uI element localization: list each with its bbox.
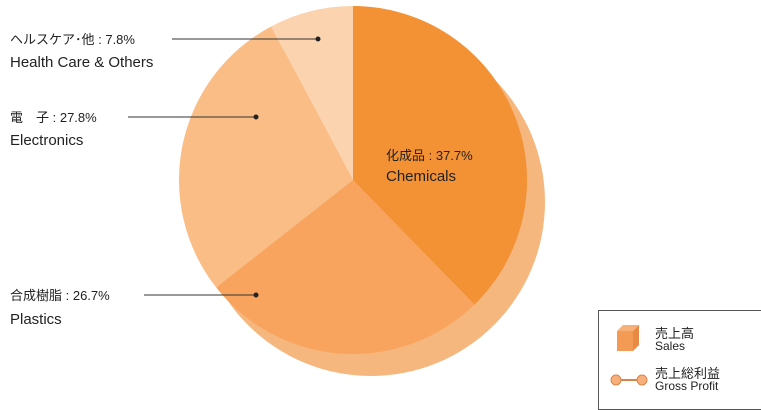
label-healthcare-en: Health Care & Others	[10, 54, 153, 71]
pie-slice-health-care-others	[271, 6, 353, 180]
pie-chart: 化成品 : 37.7% Chemicals ヘルスケア･他 : 7.8% Health…	[10, 6, 545, 376]
line-marker-icon	[610, 374, 648, 386]
leader-electronics-dot	[253, 114, 259, 120]
label-chemicals-jp: 化成品 : 37.7%	[386, 148, 473, 163]
label-plastics-jp: 合成樹脂 : 26.7%	[10, 288, 110, 303]
legend-sales-en: Sales	[655, 339, 686, 353]
label-electronics-en: Electronics	[10, 132, 83, 149]
label-healthcare-jp: ヘルスケア･他 : 7.8%	[10, 32, 135, 47]
cube-icon	[617, 325, 639, 351]
slice-labels: 化成品 : 37.7% Chemicals ヘルスケア･他 : 7.8% Health…	[10, 32, 473, 328]
legend: 売上高 Sales 売上総利益 Gross Profit	[598, 310, 761, 410]
leader-plastics-dot	[253, 292, 259, 298]
legend-sales-jp: 売上高	[655, 326, 695, 341]
pie-slice-plastics	[216, 180, 475, 355]
legend-gp-en: Gross Profit	[655, 379, 719, 393]
pie-slice-electronics	[178, 26, 353, 288]
label-plastics-en: Plastics	[10, 311, 62, 328]
leader-healthcare-dot	[315, 36, 321, 42]
legend-gp-jp: 売上総利益	[655, 366, 721, 381]
label-chemicals-en: Chemicals	[386, 168, 456, 185]
label-electronics-jp: 電 子 : 27.8%	[10, 110, 97, 125]
pie-slices	[178, 6, 545, 376]
legend-item-gross-profit: 売上総利益 Gross Profit	[609, 363, 720, 397]
pie-slice-chemicals	[353, 6, 527, 305]
legend-item-sales: 売上高 Sales	[609, 323, 694, 357]
